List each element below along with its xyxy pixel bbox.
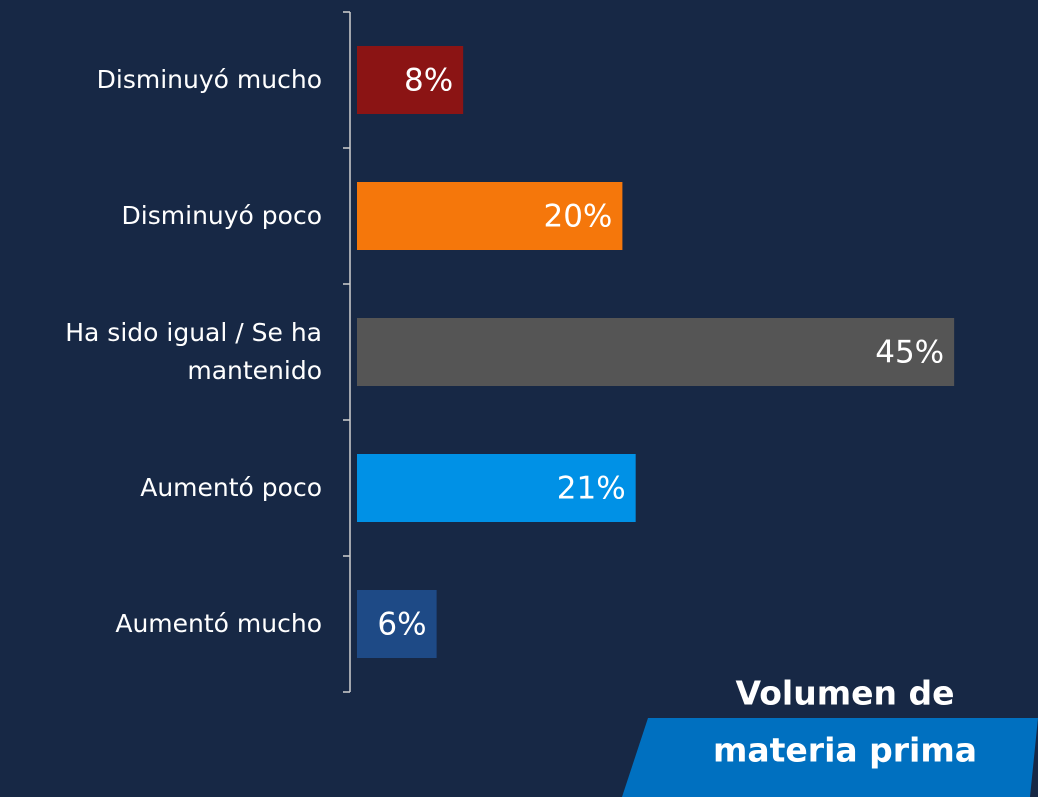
bar	[357, 318, 955, 386]
title-box	[622, 718, 1038, 797]
value-label: 8%	[404, 63, 453, 99]
bar	[357, 454, 636, 522]
category-label: Disminuyó mucho	[96, 65, 322, 94]
category-label: Disminuyó poco	[121, 201, 322, 230]
value-label: 20%	[543, 199, 612, 235]
category-label: Ha sido igual / Se ha mantenido	[65, 318, 322, 385]
bar	[357, 46, 464, 114]
chart-title: materia prima	[713, 731, 977, 770]
chart-title: Volumen de	[736, 674, 955, 713]
category-label: Aumentó poco	[140, 473, 322, 502]
value-label: 45%	[875, 335, 944, 371]
category-label: Aumentó mucho	[115, 609, 322, 638]
bar	[357, 590, 437, 658]
value-label: 21%	[557, 471, 626, 507]
bar	[357, 182, 623, 250]
value-label: 6%	[377, 607, 426, 643]
